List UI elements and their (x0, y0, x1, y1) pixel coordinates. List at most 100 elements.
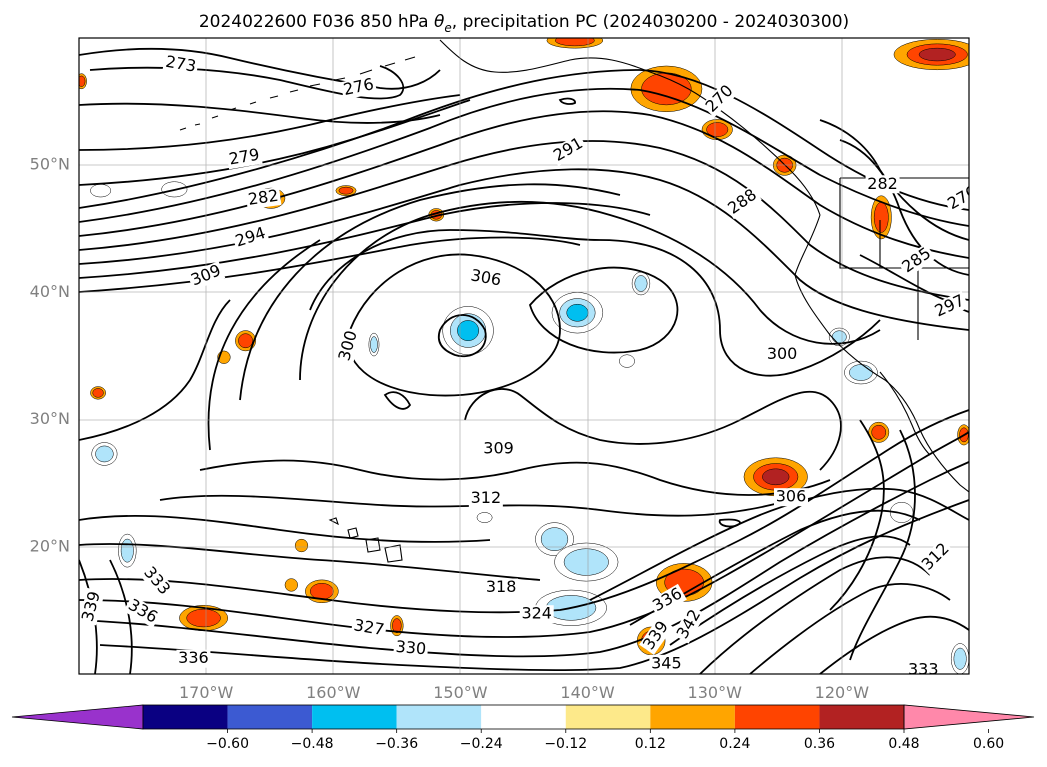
theta-e-contours (79, 47, 969, 674)
lon-tick-label: 120°W (815, 683, 870, 702)
precip-fill (563, 548, 609, 576)
latitude-tick-labels: 20°N 30°N 40°N 50°N (30, 155, 70, 556)
contour-label-gap (245, 186, 282, 210)
contour-label-gap (138, 562, 175, 600)
contour-label-gap (340, 75, 378, 100)
contour-label-gap (484, 578, 519, 597)
precip-fill (619, 354, 635, 368)
precip-blob (305, 579, 339, 604)
precip-fill (762, 468, 790, 486)
precip-blob (442, 306, 494, 355)
contour-label-gap (943, 181, 969, 215)
contour-line (79, 409, 969, 614)
contour-line (819, 615, 969, 674)
precip-blob (284, 578, 298, 592)
colorbar: −0.60 −0.48 −0.36 −0.24 −0.12 0.12 0.24 0.36 0.4… (11, 704, 1035, 752)
contour-label-gap (231, 223, 270, 252)
precip-fill (284, 578, 298, 592)
precip-blob (368, 332, 380, 357)
precip-blob (118, 533, 137, 568)
precip-fill (918, 47, 956, 62)
contour-line (79, 431, 969, 638)
colorbar-cell (734, 705, 820, 729)
chart-title: 2024022600 F036 850 hPa θe, precipitatio… (199, 12, 849, 35)
colorbar-cell (565, 705, 651, 729)
contour-label-gap (917, 538, 955, 576)
border-states (839, 178, 969, 340)
precip-fill (95, 445, 114, 463)
precip-fill (706, 122, 729, 137)
precip-fill (457, 320, 479, 341)
precip-fill (92, 388, 104, 398)
colorbar-over-arrow (903, 704, 1035, 730)
precip-fill (294, 538, 309, 553)
precip-blob (335, 185, 357, 196)
colorbar-tick-label: −0.36 (375, 736, 418, 752)
contour-line (79, 140, 969, 301)
colorbar-cell (227, 705, 313, 729)
precip-blob (79, 73, 87, 90)
lat-tick-label: 40°N (30, 282, 70, 301)
colorbar-cell (312, 705, 397, 729)
contour-line (669, 535, 911, 646)
contour-line (699, 556, 931, 674)
contour-label-gap (865, 175, 900, 194)
contour-label-gap (930, 291, 969, 322)
precip-fill (370, 336, 378, 353)
contour-line (558, 97, 576, 105)
precip-blob (90, 386, 106, 400)
precip-fill (953, 647, 967, 670)
precip-blob (294, 538, 309, 553)
contour-line (79, 110, 969, 259)
contour-label-gap (481, 439, 516, 458)
precip-fill (634, 275, 648, 292)
contour-label: 282 (867, 174, 898, 193)
longitude-tick-labels: 170°W 160°W 150°W 140°W 130°W 120°W (179, 683, 869, 702)
precip-fill (871, 424, 887, 440)
contour-label-gap (176, 649, 211, 668)
coastlines (179, 39, 969, 563)
precip-fill (186, 608, 221, 628)
lat-tick-label: 50°N (30, 155, 70, 174)
colorbar-tick-label: 0.12 (635, 736, 666, 752)
map-frame (78, 37, 970, 675)
precip-fill (338, 186, 354, 195)
contour-label-gap (549, 133, 588, 167)
precip-blob (390, 615, 404, 637)
precip-fill (831, 330, 847, 344)
precip-blob (235, 330, 256, 352)
contour-line (464, 388, 842, 471)
contour-label: 345 (651, 653, 682, 672)
contour-label-gap (187, 261, 226, 291)
precip-blob (619, 354, 635, 368)
colorbar-tick-label: 0.24 (719, 736, 750, 752)
precip-blob (950, 643, 969, 674)
contour-label-gap (897, 243, 936, 278)
contour-label: 318 (486, 577, 517, 596)
precip-blob (179, 605, 229, 632)
contour-label-gap (123, 595, 162, 628)
contour-line (383, 391, 412, 410)
colorbar-tick-label: −0.48 (291, 736, 334, 752)
contour-label: 282 (247, 186, 280, 209)
precip-blob (90, 184, 112, 198)
contour-label-gap (468, 489, 503, 508)
contour-label-gap (79, 587, 105, 626)
colorbar-cell (481, 705, 566, 729)
alaska-coast (439, 39, 821, 216)
contour-line (239, 183, 621, 401)
contour-label-gap (467, 266, 505, 291)
lon-tick-label: 150°W (433, 683, 488, 702)
precip-blob (554, 542, 619, 582)
colorbar-tick-label: 0.60 (973, 736, 1004, 752)
contour-label: 336 (178, 648, 209, 667)
contour-label-gap (765, 345, 800, 364)
lon-tick-label: 160°W (306, 683, 361, 702)
contour-line (79, 543, 541, 581)
contour-label-gap (648, 583, 687, 617)
contour-line (79, 99, 471, 186)
contour-label: 333 (908, 660, 939, 679)
contour-label-gap (723, 184, 762, 220)
aleutian-islands (179, 56, 416, 131)
hawaii-islands (328, 517, 403, 563)
